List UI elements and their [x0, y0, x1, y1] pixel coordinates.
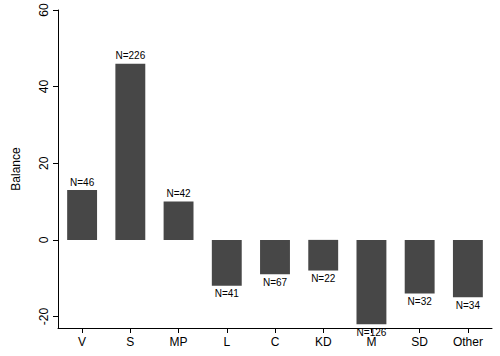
svg-text:N=67: N=67 — [263, 277, 288, 288]
svg-text:N=22: N=22 — [311, 273, 336, 284]
svg-text:20: 20 — [37, 156, 51, 170]
svg-text:N=46: N=46 — [70, 177, 95, 188]
svg-text:M: M — [366, 335, 377, 349]
svg-text:0: 0 — [37, 236, 51, 243]
svg-text:Other: Other — [453, 335, 483, 349]
svg-text:KD: KD — [315, 335, 332, 349]
svg-text:N=41: N=41 — [215, 288, 240, 299]
svg-text:N=34: N=34 — [456, 300, 481, 311]
svg-text:MP: MP — [170, 335, 188, 349]
svg-text:V: V — [78, 335, 86, 349]
svg-text:N=32: N=32 — [408, 296, 433, 307]
svg-text:N=126: N=126 — [357, 327, 387, 338]
svg-text:-20: -20 — [37, 308, 51, 326]
svg-text:SD: SD — [411, 335, 428, 349]
svg-text:L: L — [223, 335, 230, 349]
svg-text:Balance: Balance — [9, 147, 23, 191]
svg-text:C: C — [271, 335, 280, 349]
svg-text:N=42: N=42 — [166, 188, 191, 199]
svg-text:40: 40 — [37, 80, 51, 94]
svg-text:S: S — [126, 335, 134, 349]
svg-text:60: 60 — [37, 3, 51, 17]
svg-text:N=226: N=226 — [115, 50, 145, 61]
